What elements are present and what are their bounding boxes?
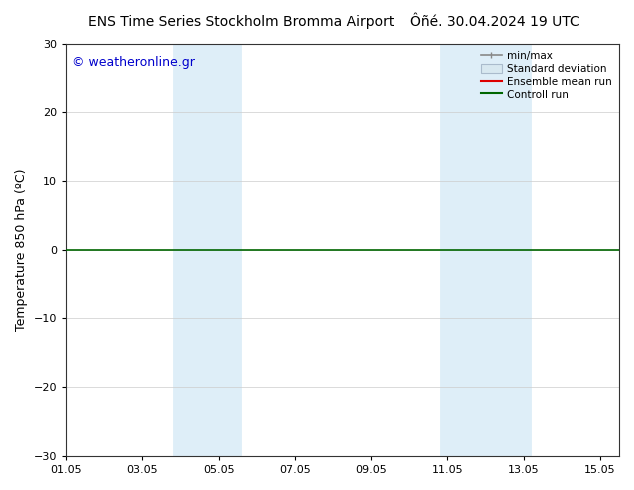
Text: © weatheronline.gr: © weatheronline.gr <box>72 56 195 69</box>
Text: ENS Time Series Stockholm Bromma Airport: ENS Time Series Stockholm Bromma Airport <box>87 15 394 29</box>
Bar <box>440 44 531 456</box>
Text: Ôñé. 30.04.2024 19 UTC: Ôñé. 30.04.2024 19 UTC <box>410 15 579 29</box>
Y-axis label: Temperature 850 hPa (ºC): Temperature 850 hPa (ºC) <box>15 169 28 331</box>
Legend: min/max, Standard deviation, Ensemble mean run, Controll run: min/max, Standard deviation, Ensemble me… <box>477 47 616 104</box>
Bar <box>173 44 242 456</box>
